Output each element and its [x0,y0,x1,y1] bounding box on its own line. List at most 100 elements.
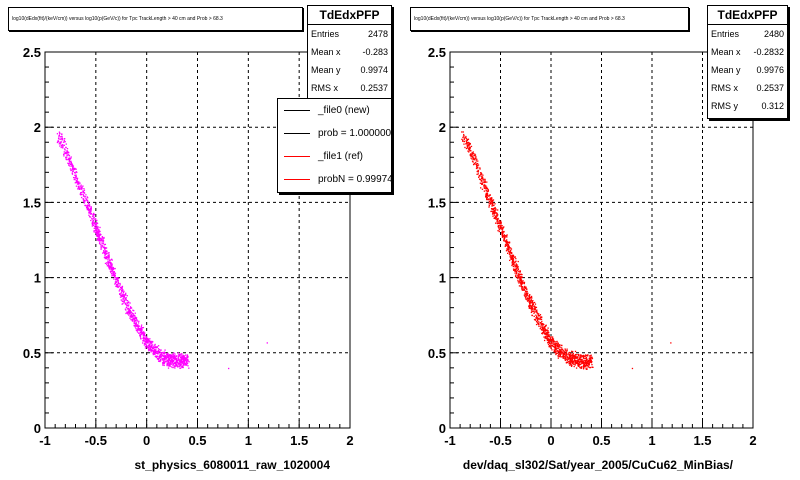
data-point [85,194,87,196]
data-point [520,280,522,282]
data-point [137,326,139,328]
data-point [121,294,123,296]
data-point [80,188,82,190]
data-point [485,189,487,192]
data-point [546,342,549,344]
data-point [556,345,559,348]
data-point [520,282,523,284]
data-point [175,362,177,364]
data-point [100,246,102,248]
data-point [139,327,141,330]
data-point [181,358,183,360]
data-point [75,181,77,184]
data-point [465,137,467,139]
data-point [81,191,83,194]
data-point [102,245,104,248]
data-point [475,164,478,166]
data-point [588,364,590,366]
data-point [93,215,95,217]
data-point [566,361,568,364]
data-point [228,367,230,370]
data-point [167,352,169,354]
data-point [162,364,164,366]
data-point [83,189,86,191]
data-point [82,199,85,201]
data-point [485,185,487,187]
data-point [186,356,189,359]
data-point [491,198,493,200]
data-point [151,347,154,350]
data-point [551,342,553,344]
data-point [506,245,508,247]
data-point [71,165,73,167]
data-point [186,362,188,364]
data-point [589,357,592,359]
data-point [528,305,530,307]
data-point [107,254,109,256]
data-point [491,210,493,212]
data-point [481,182,483,184]
data-point [577,364,580,366]
data-point [564,357,566,359]
data-point [485,194,488,196]
data-point [544,325,546,328]
data-point [541,329,543,331]
data-point [85,199,87,202]
data-point [469,150,471,152]
data-point [68,164,70,167]
data-point [566,350,568,352]
data-point [117,280,119,282]
data-point [503,240,505,242]
x-tick-label: 0 [547,433,554,448]
data-point [94,213,96,216]
data-point [587,354,589,356]
data-point [169,360,172,363]
data-point [91,225,94,227]
data-point [474,157,476,160]
data-point [516,270,518,272]
data-point [582,364,585,366]
data-point [562,357,564,359]
data-point [578,355,580,357]
data-point [184,358,186,360]
data-point [85,204,87,207]
data-point [114,281,117,283]
data-point [485,193,487,195]
data-point [552,342,554,344]
data-point [508,247,511,249]
data-point [122,302,124,305]
data-point [110,270,112,273]
data-point [551,339,553,341]
data-point [129,317,131,319]
data-point [555,343,558,345]
data-point [102,239,104,241]
data-point [93,212,95,215]
data-point [98,229,100,232]
data-point [130,315,133,317]
data-point [487,199,489,201]
data-point [111,274,114,276]
data-point [159,356,162,358]
data-point [73,176,75,179]
data-point [76,177,79,180]
data-point [486,193,489,196]
data-point [581,361,583,364]
data-point [120,294,122,297]
data-point [580,366,583,368]
data-point [183,357,185,360]
x-tick-label: -0.5 [489,433,511,448]
data-point [571,358,573,361]
x-tick-label: -1 [39,433,51,448]
data-point [517,279,519,281]
data-point [530,305,532,308]
data-point [103,246,105,249]
data-point [169,357,172,359]
data-point [59,132,61,134]
data-point [65,156,67,158]
data-point [160,353,163,355]
data-point [140,333,143,335]
stats-label: Mean x [311,47,341,57]
data-point [562,350,565,352]
data-point [564,353,566,355]
data-point [114,276,116,278]
